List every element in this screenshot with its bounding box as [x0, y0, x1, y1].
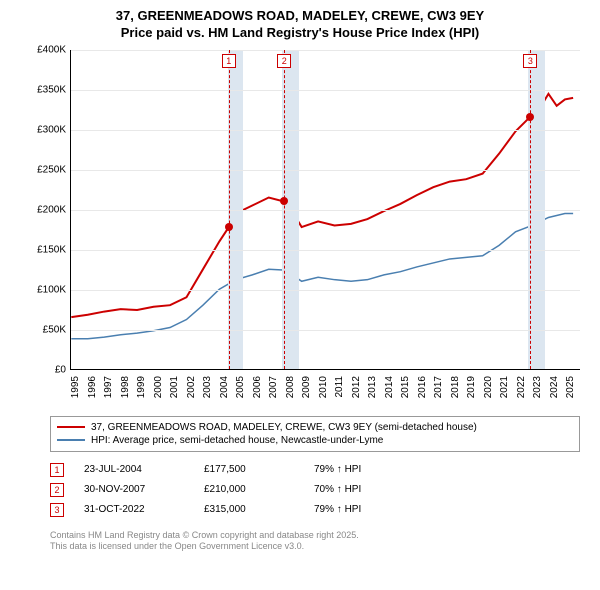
gridline [71, 130, 580, 131]
legend-label: HPI: Average price, semi-detached house,… [91, 435, 383, 446]
sale-dot [225, 223, 233, 231]
footer-line-1: Contains HM Land Registry data © Crown c… [50, 530, 590, 542]
sale-hpi: 79% ↑ HPI [314, 464, 404, 475]
sale-date: 30-NOV-2007 [84, 484, 184, 495]
marker-line [530, 50, 531, 369]
marker-box: 3 [523, 54, 537, 68]
title-line-1: 37, GREENMEADOWS ROAD, MADELEY, CREWE, C… [10, 8, 590, 25]
y-axis-label: £0 [55, 364, 66, 375]
marker-line [284, 50, 285, 369]
gridline [71, 290, 580, 291]
y-axis-label: £400K [37, 44, 66, 55]
sale-date: 23-JUL-2004 [84, 464, 184, 475]
series-line-price_paid [71, 94, 573, 317]
sale-date: 31-OCT-2022 [84, 504, 184, 515]
marker-box: 1 [222, 54, 236, 68]
marker-line [229, 50, 230, 369]
legend-row: 37, GREENMEADOWS ROAD, MADELEY, CREWE, C… [57, 421, 573, 434]
y-axis-label: £250K [37, 164, 66, 175]
plot-region: 1 2 3 [70, 50, 580, 370]
legend-swatch [57, 426, 85, 428]
y-axis-label: £200K [37, 204, 66, 215]
sale-marker: 1 [50, 463, 64, 477]
series-line-hpi [71, 213, 573, 338]
sale-marker: 3 [50, 503, 64, 517]
legend-row: HPI: Average price, semi-detached house,… [57, 434, 573, 447]
sale-row: 2 30-NOV-2007 £210,000 70% ↑ HPI [50, 480, 590, 500]
gridline [71, 330, 580, 331]
gridline [71, 210, 580, 211]
sale-row: 1 23-JUL-2004 £177,500 79% ↑ HPI [50, 460, 590, 480]
y-axis-label: £300K [37, 124, 66, 135]
sale-dot [280, 197, 288, 205]
gridline [71, 50, 580, 51]
sale-hpi: 70% ↑ HPI [314, 484, 404, 495]
legend: 37, GREENMEADOWS ROAD, MADELEY, CREWE, C… [50, 416, 580, 452]
y-axis-label: £100K [37, 284, 66, 295]
legend-label: 37, GREENMEADOWS ROAD, MADELEY, CREWE, C… [91, 422, 477, 433]
sale-dot [526, 113, 534, 121]
sales-table: 1 23-JUL-2004 £177,500 79% ↑ HPI 2 30-NOV-200… [50, 460, 590, 520]
gridline [71, 90, 580, 91]
sale-hpi: 79% ↑ HPI [314, 504, 404, 515]
y-axis-label: £50K [43, 324, 66, 335]
sale-price: £210,000 [204, 484, 294, 495]
sale-price: £315,000 [204, 504, 294, 515]
legend-swatch [57, 439, 85, 441]
title-line-2: Price paid vs. HM Land Registry's House … [10, 25, 590, 42]
marker-box: 2 [277, 54, 291, 68]
chart-area: 1 2 3 £0 £50K £100K £150K £200K £250K £300K £350K… [30, 50, 590, 410]
sale-marker: 2 [50, 483, 64, 497]
y-axis-label: £150K [37, 244, 66, 255]
attribution-footer: Contains HM Land Registry data © Crown c… [50, 530, 590, 553]
y-axis-label: £350K [37, 84, 66, 95]
sale-price: £177,500 [204, 464, 294, 475]
sale-row: 3 31-OCT-2022 £315,000 79% ↑ HPI [50, 500, 590, 520]
chart-title: 37, GREENMEADOWS ROAD, MADELEY, CREWE, C… [10, 8, 590, 42]
gridline [71, 250, 580, 251]
x-axis-label: 2025 [565, 376, 599, 398]
footer-line-2: This data is licensed under the Open Gov… [50, 541, 590, 553]
gridline [71, 170, 580, 171]
